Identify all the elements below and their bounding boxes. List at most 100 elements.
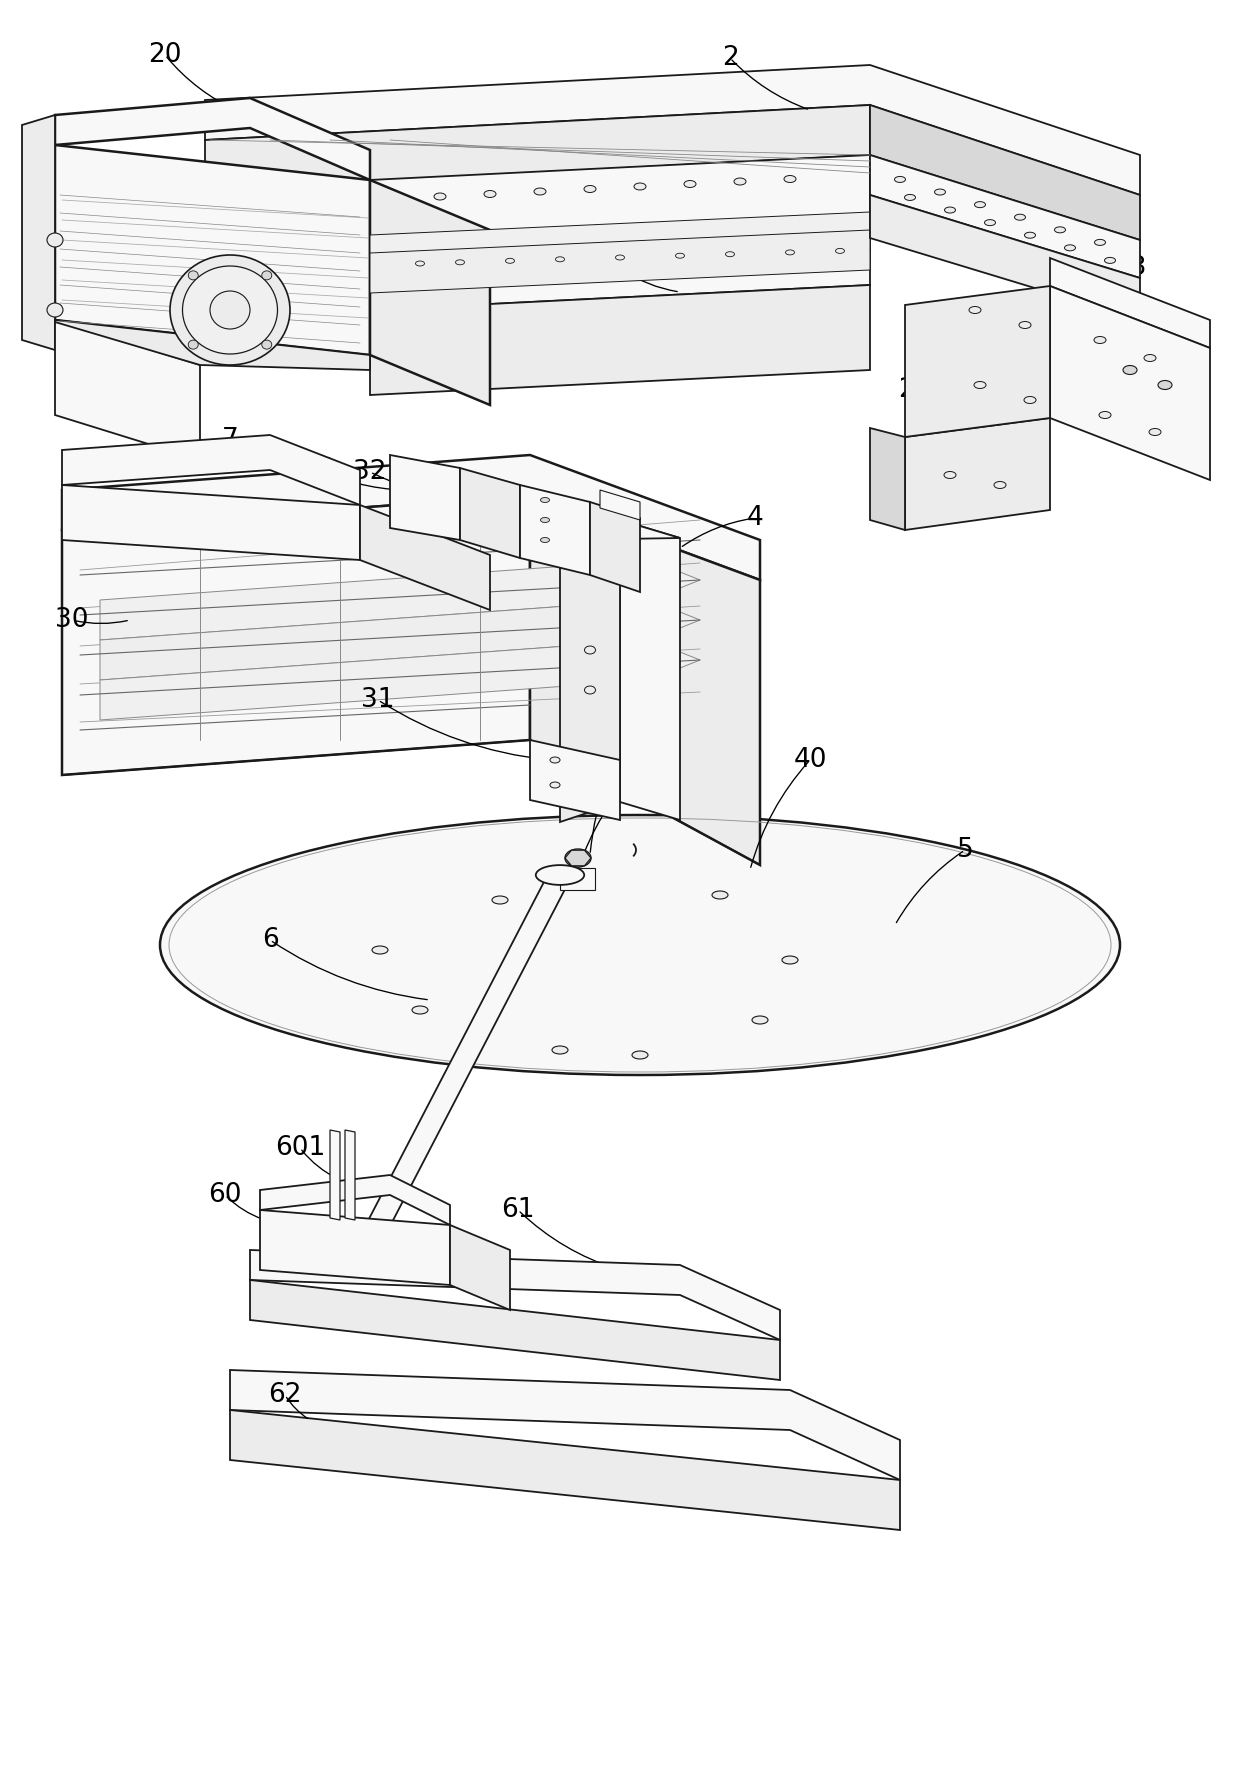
- Polygon shape: [62, 436, 360, 505]
- Ellipse shape: [784, 221, 796, 227]
- Polygon shape: [55, 321, 370, 370]
- Ellipse shape: [894, 177, 905, 182]
- Ellipse shape: [434, 193, 446, 200]
- Ellipse shape: [1019, 322, 1030, 328]
- Ellipse shape: [1094, 336, 1106, 344]
- Polygon shape: [565, 850, 591, 866]
- Ellipse shape: [734, 223, 746, 230]
- Ellipse shape: [188, 271, 198, 280]
- Ellipse shape: [784, 175, 796, 182]
- Ellipse shape: [556, 257, 564, 262]
- Ellipse shape: [551, 783, 560, 788]
- Polygon shape: [370, 213, 870, 275]
- Polygon shape: [100, 560, 701, 639]
- Ellipse shape: [935, 189, 945, 195]
- Polygon shape: [62, 455, 760, 579]
- Ellipse shape: [584, 685, 595, 694]
- Ellipse shape: [565, 848, 591, 868]
- Ellipse shape: [945, 207, 956, 213]
- Text: 31: 31: [361, 687, 394, 714]
- Text: 22: 22: [898, 191, 931, 218]
- Ellipse shape: [944, 471, 956, 478]
- Polygon shape: [22, 115, 55, 351]
- Ellipse shape: [725, 251, 734, 257]
- Polygon shape: [560, 521, 620, 822]
- Ellipse shape: [182, 266, 278, 354]
- Polygon shape: [870, 156, 1140, 278]
- Ellipse shape: [584, 186, 596, 193]
- Ellipse shape: [415, 260, 424, 266]
- Polygon shape: [870, 104, 1140, 241]
- Polygon shape: [870, 429, 905, 530]
- Text: 64: 64: [624, 754, 657, 781]
- Ellipse shape: [541, 498, 549, 503]
- Polygon shape: [205, 66, 1140, 195]
- Ellipse shape: [684, 181, 696, 188]
- Ellipse shape: [551, 756, 560, 763]
- Polygon shape: [345, 1130, 355, 1220]
- Ellipse shape: [584, 646, 595, 653]
- Ellipse shape: [541, 517, 549, 522]
- Polygon shape: [590, 501, 640, 592]
- Polygon shape: [330, 1130, 340, 1220]
- Polygon shape: [1050, 285, 1210, 480]
- Ellipse shape: [836, 248, 844, 253]
- Polygon shape: [905, 418, 1050, 530]
- Ellipse shape: [904, 195, 915, 200]
- Ellipse shape: [1105, 257, 1116, 264]
- Ellipse shape: [968, 306, 981, 313]
- Ellipse shape: [434, 237, 446, 244]
- Ellipse shape: [975, 202, 986, 207]
- Ellipse shape: [994, 482, 1006, 489]
- Ellipse shape: [1054, 227, 1065, 232]
- Ellipse shape: [634, 228, 646, 236]
- Ellipse shape: [1123, 365, 1137, 374]
- Polygon shape: [529, 740, 620, 820]
- Text: 60: 60: [208, 1181, 242, 1208]
- Polygon shape: [370, 156, 870, 310]
- Polygon shape: [391, 455, 460, 540]
- Ellipse shape: [782, 956, 799, 963]
- Ellipse shape: [210, 290, 250, 329]
- Polygon shape: [55, 321, 200, 460]
- Text: 20: 20: [149, 43, 182, 67]
- Text: 5: 5: [956, 838, 973, 862]
- Ellipse shape: [1064, 244, 1075, 251]
- Text: 23: 23: [898, 377, 931, 404]
- Polygon shape: [229, 1410, 900, 1530]
- Ellipse shape: [985, 220, 996, 225]
- Text: 21: 21: [98, 383, 131, 407]
- Text: 33: 33: [1114, 255, 1147, 282]
- Ellipse shape: [262, 340, 272, 349]
- Ellipse shape: [262, 271, 272, 280]
- Polygon shape: [370, 285, 870, 395]
- Polygon shape: [62, 496, 529, 776]
- Text: 4: 4: [746, 505, 764, 531]
- Ellipse shape: [1149, 429, 1161, 436]
- Polygon shape: [600, 491, 640, 521]
- Ellipse shape: [634, 182, 646, 189]
- Ellipse shape: [973, 381, 986, 388]
- Ellipse shape: [1014, 214, 1025, 220]
- Polygon shape: [905, 285, 1050, 437]
- Ellipse shape: [372, 946, 388, 955]
- Polygon shape: [100, 639, 701, 721]
- Ellipse shape: [534, 234, 546, 241]
- Ellipse shape: [47, 234, 63, 246]
- Polygon shape: [870, 195, 1140, 321]
- Ellipse shape: [584, 230, 596, 237]
- Ellipse shape: [47, 303, 63, 317]
- Ellipse shape: [676, 253, 684, 259]
- Ellipse shape: [188, 340, 198, 349]
- Text: 70: 70: [304, 457, 337, 483]
- Ellipse shape: [484, 191, 496, 198]
- Text: 30: 30: [56, 607, 89, 632]
- Ellipse shape: [1099, 411, 1111, 418]
- Polygon shape: [1050, 259, 1210, 347]
- Ellipse shape: [170, 255, 290, 365]
- Polygon shape: [250, 1280, 780, 1380]
- Text: 40: 40: [794, 747, 827, 772]
- Ellipse shape: [160, 815, 1120, 1075]
- Polygon shape: [360, 505, 490, 609]
- Ellipse shape: [615, 255, 625, 260]
